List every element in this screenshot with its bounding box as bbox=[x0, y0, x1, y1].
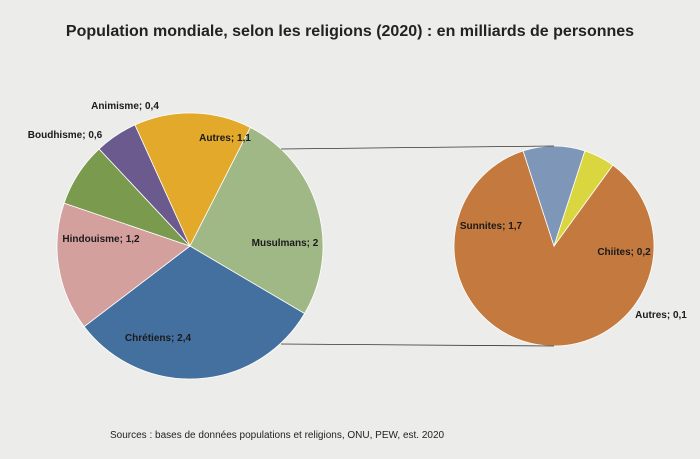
source-note: Sources : bases de données populations e… bbox=[110, 430, 445, 441]
sub-label-chiites: Chiites; 0,2 bbox=[597, 247, 651, 258]
chart-title: Population mondiale, selon les religions… bbox=[65, 23, 635, 40]
slice-chretiens bbox=[83, 245, 306, 380]
connector-line-top bbox=[280, 145, 555, 150]
sub-label-sunnites: Sunnites; 1,7 bbox=[460, 221, 523, 232]
label-animisme: Animisme; 0,4 bbox=[91, 101, 159, 112]
sub-label-autres: Autres; 0,1 bbox=[635, 310, 687, 321]
label-autres: Autres; 1,1 bbox=[199, 133, 251, 144]
label-musulmans: Musulmans; 2 bbox=[252, 238, 319, 249]
label-boudhisme: Boudhisme; 0,6 bbox=[28, 130, 103, 141]
label-hindouisme: Hindouisme; 1,2 bbox=[62, 234, 140, 245]
slice-hindouisme bbox=[56, 202, 191, 328]
sub-slice-autres bbox=[553, 150, 614, 247]
sub-slice-sunnites bbox=[453, 150, 655, 347]
slice-musulmans bbox=[189, 126, 324, 315]
slice-autres bbox=[134, 112, 251, 247]
connector-line-bottom bbox=[280, 343, 555, 347]
label-chretiens: Chrétiens; 2,4 bbox=[125, 333, 192, 344]
